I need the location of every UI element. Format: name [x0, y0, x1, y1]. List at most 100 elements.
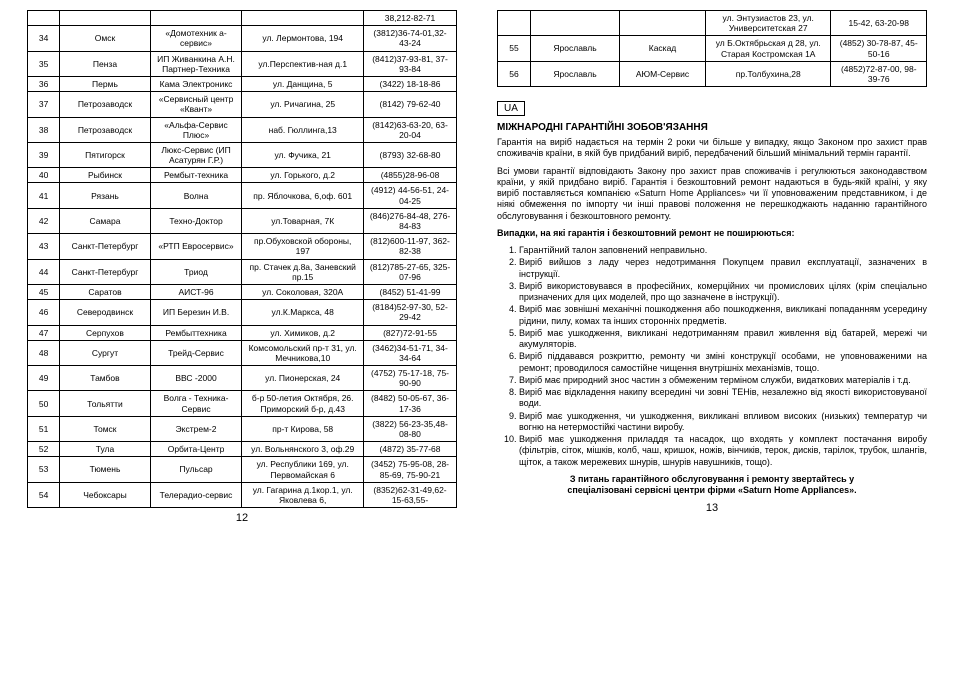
table-cell: ул. Энтузиастов 23, ул. Университетская … [706, 11, 831, 36]
table-row: 36ПермьКама Электрониксул. Данщина, 5(34… [28, 76, 457, 91]
table-row: 34Омск«Домотехник а-сервис»ул. Лермонтов… [28, 26, 457, 51]
table-cell: Пермь [60, 76, 150, 91]
table-row: 54ЧебоксарыТелерадио-сервисул. Гагарина … [28, 482, 457, 507]
list-item: Виріб має зовнішні механічні пошкодження… [519, 304, 927, 327]
table-cell: Рыбинск [60, 168, 150, 183]
table-cell: Телерадио-сервис [150, 482, 242, 507]
table-cell: Рембыттехника [150, 325, 242, 340]
table-cell: ул. Пионерская, 24 [242, 366, 364, 391]
table-cell: ул.К.Маркса, 48 [242, 300, 364, 325]
table-cell: ул. Вольнянского 3, оф.29 [242, 442, 364, 457]
table-cell: (812)785-27-65, 325-07-96 [364, 259, 457, 284]
table-cell: 36 [28, 76, 60, 91]
table-cell: 53 [28, 457, 60, 482]
warranty-para-1: Гарантія на виріб надається на термін 2 … [497, 137, 927, 160]
table-cell: Волна [150, 183, 242, 208]
table-cell: Волга - Техника-Сервис [150, 391, 242, 416]
table-cell: ул. Фучика, 21 [242, 142, 364, 167]
list-item: Виріб має ушкодження, чи ушкодження, вик… [519, 411, 927, 434]
table-cell: ул. Республики 169, ул. Первомайская 6 [242, 457, 364, 482]
page-number-right: 13 [497, 502, 927, 514]
table-cell: ул. Ричагина, 25 [242, 92, 364, 117]
table-row: 52ТулаОрбита-Центрул. Вольнянского 3, оф… [28, 442, 457, 457]
table-cell: Пульсар [150, 457, 242, 482]
table-cell: Техно-Доктор [150, 208, 242, 233]
table-cell: 46 [28, 300, 60, 325]
table-row: 56ЯрославльАЮМ-Сервиспр.Толбухина,28(485… [498, 61, 927, 86]
table-cell: (4855)28-96-08 [364, 168, 457, 183]
table-cell: «Альфа-Сервис Плюс» [150, 117, 242, 142]
table-cell: пр. Стачек д.8а, Заневский пр.15 [242, 259, 364, 284]
table-row: 51ТомскЭкстрем-2пр-т Кирова, 58(3822) 56… [28, 416, 457, 441]
list-item: Виріб має ушкодження приладдя та насадок… [519, 434, 927, 468]
warranty-heading: МІЖНАРОДНІ ГАРАНТІЙНІ ЗОБОВ'ЯЗАННЯ [497, 122, 927, 133]
table-row: 53ТюменьПульсарул. Республики 169, ул. П… [28, 457, 457, 482]
table-cell [28, 11, 60, 26]
table-cell: (4872) 35-77-68 [364, 442, 457, 457]
table-cell: (8142)63-63-20, 63-20-04 [364, 117, 457, 142]
table-cell [150, 11, 242, 26]
list-item: Виріб має відкладення накипу всередині ч… [519, 387, 927, 410]
table-cell: 42 [28, 208, 60, 233]
table-cell: ул Б.Октябрьская д 28, ул. Старая Костро… [706, 36, 831, 61]
table-cell [498, 11, 531, 36]
table-cell: Тюмень [60, 457, 150, 482]
table-row: 44Санкт-ПетербургТриодпр. Стачек д.8а, З… [28, 259, 457, 284]
table-cell: Рязань [60, 183, 150, 208]
table-cell: (827)72-91-55 [364, 325, 457, 340]
table-row: 45СаратовАИСТ-96ул. Соколовая, 320А(8452… [28, 284, 457, 299]
table-cell: (8482) 50-05-67, 36-17-36 [364, 391, 457, 416]
language-code-box: UA [497, 101, 525, 116]
table-cell: ул. Химиков, д.2 [242, 325, 364, 340]
table-cell: пр-т Кирова, 58 [242, 416, 364, 441]
table-cell: Комсомольский пр-т 31, ул. Мечникова,10 [242, 340, 364, 365]
right-page: ул. Энтузиастов 23, ул. Университетская … [497, 10, 927, 524]
table-row: 38Петрозаводск«Альфа-Сервис Плюс»наб. Гю… [28, 117, 457, 142]
table-cell: 51 [28, 416, 60, 441]
table-cell [60, 11, 150, 26]
table-cell: Серпухов [60, 325, 150, 340]
table-cell: Томск [60, 416, 150, 441]
table-cell: «Сервисный центр «Квант» [150, 92, 242, 117]
table-cell: ИП Березин И.В. [150, 300, 242, 325]
table-cell: (4912) 44-56-51, 24-04-25 [364, 183, 457, 208]
table-cell: ул. Лермонтова, 194 [242, 26, 364, 51]
table-cell: 47 [28, 325, 60, 340]
table-cell: ул.Товарная, 7К [242, 208, 364, 233]
list-item: Виріб піддавався розкриттю, ремонту чи з… [519, 351, 927, 374]
warranty-text: Гарантія на виріб надається на термін 2 … [497, 137, 927, 496]
table-cell: (3452) 75-95-08, 28-85-69, 75-90-21 [364, 457, 457, 482]
table-cell: Сургут [60, 340, 150, 365]
table-cell: Ярославль [531, 36, 620, 61]
table-cell: (4752) 75-17-18, 75-90-90 [364, 366, 457, 391]
table-row: 46СеверодвинскИП Березин И.В.ул.К.Маркса… [28, 300, 457, 325]
table-cell: 40 [28, 168, 60, 183]
table-cell: Люкс-Сервис (ИП Асатурян Г.Р.) [150, 142, 242, 167]
table-cell: 39 [28, 142, 60, 167]
table-cell: 48 [28, 340, 60, 365]
table-row: 43Санкт-Петербург«РТП Евросервис»пр.Обух… [28, 234, 457, 259]
table-row: 49ТамбовВВС -2000ул. Пионерская, 24(4752… [28, 366, 457, 391]
service-centers-table-left: 38,212-82-7134Омск«Домотехник а-сервис»у… [27, 10, 457, 508]
table-row: 50ТольяттиВолга - Техника-Сервисб-р 50-л… [28, 391, 457, 416]
table-cell: Рембыт-техника [150, 168, 242, 183]
table-cell: Чебоксары [60, 482, 150, 507]
table-row: 48СургутТрейд-СервисКомсомольский пр-т 3… [28, 340, 457, 365]
table-cell: 35 [28, 51, 60, 76]
left-page: 38,212-82-7134Омск«Домотехник а-сервис»у… [27, 10, 457, 524]
table-cell: (8352)62-31-49,62-15-63,55- [364, 482, 457, 507]
table-cell: Трейд-Сервис [150, 340, 242, 365]
table-cell: 37 [28, 92, 60, 117]
table-cell: 45 [28, 284, 60, 299]
table-cell: Санкт-Петербург [60, 259, 150, 284]
table-cell: б-р 50-летия Октября, 26. Приморский б-р… [242, 391, 364, 416]
table-cell: Саратов [60, 284, 150, 299]
table-cell: Пенза [60, 51, 150, 76]
table-cell: (812)600-11-97, 362-82-38 [364, 234, 457, 259]
table-cell: ул. Горького, д.2 [242, 168, 364, 183]
table-cell: Северодвинск [60, 300, 150, 325]
table-cell: (8142) 79-62-40 [364, 92, 457, 117]
table-row: 55ЯрославльКаскадул Б.Октябрьская д 28, … [498, 36, 927, 61]
exclusions-list: Гарантійний талон заповнений неправильно… [497, 245, 927, 468]
table-cell: ул. Гагарина д.1кор.1, ул. Яковлева 6, [242, 482, 364, 507]
